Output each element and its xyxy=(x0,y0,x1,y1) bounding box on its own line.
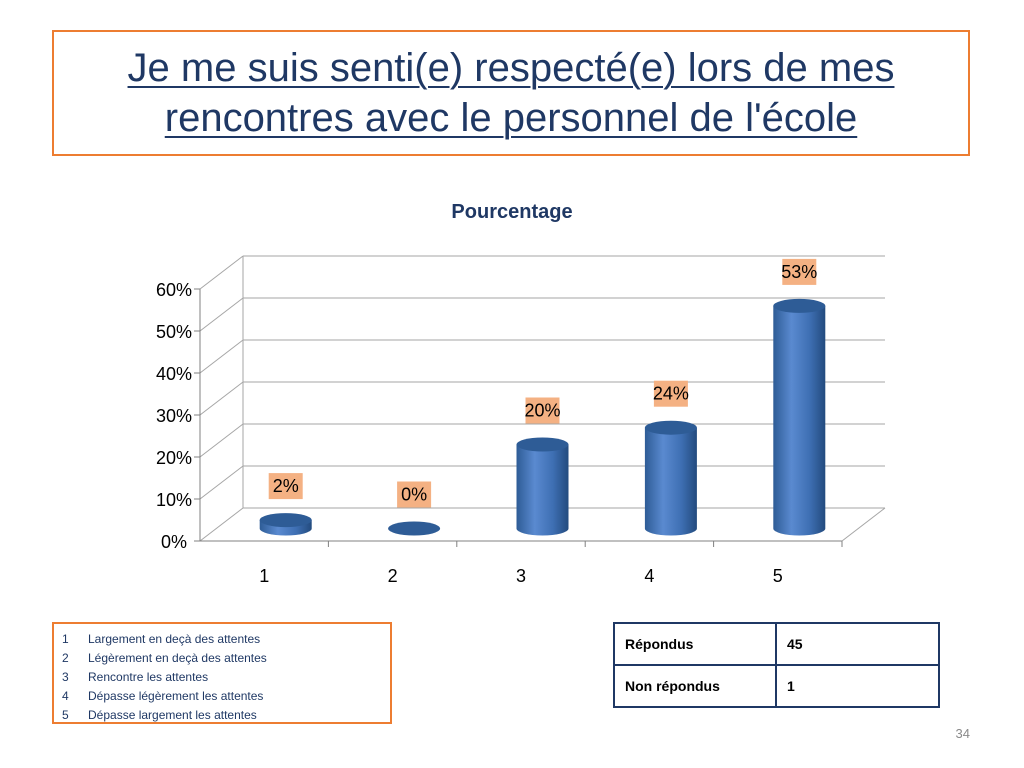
legend-item-label: Dépasse légèrement les attentes xyxy=(88,689,264,703)
bar-top xyxy=(773,298,826,313)
legend-item-number: 5 xyxy=(62,708,69,722)
data-label: 24% xyxy=(653,384,689,404)
data-label: 53% xyxy=(781,262,817,282)
legend-item-number: 1 xyxy=(62,632,69,646)
x-tick-label: 1 xyxy=(259,566,269,586)
chart-title: Pourcentage xyxy=(451,201,572,223)
legend-item-label: Légèrement en deçà des attentes xyxy=(88,651,267,665)
legend-box: 1 Largement en deçà des attentes 2 Légèr… xyxy=(52,622,392,724)
x-tick-label: 3 xyxy=(516,566,526,586)
gridline-depth xyxy=(199,507,244,542)
legend-item: 3 Rencontre les attentes xyxy=(62,668,382,687)
y-tick-label: 10% xyxy=(156,490,192,510)
bar xyxy=(644,420,697,536)
gridline-depth xyxy=(199,381,244,416)
bar xyxy=(259,513,312,536)
legend-item-label: Rencontre les attentes xyxy=(88,670,209,684)
legend-item: 5 Dépasse largement les attentes xyxy=(62,706,382,725)
slide-title: Je me suis senti(e) respecté(e) lors de … xyxy=(127,46,895,140)
stats-table: Répondus 45 Non répondus 1 xyxy=(613,622,940,708)
bar-body xyxy=(773,305,826,536)
legend-item-label: Dépasse largement les attentes xyxy=(88,708,257,722)
legend-item-number: 3 xyxy=(62,670,69,684)
y-tick-label: 20% xyxy=(156,448,192,468)
bar xyxy=(773,298,826,536)
y-tick-label: 0% xyxy=(161,532,187,552)
x-tick-label: 5 xyxy=(773,566,783,586)
x-tick-label: 4 xyxy=(644,566,654,586)
gridline-depth xyxy=(199,465,244,500)
gridline-depth xyxy=(199,339,244,374)
bar-body xyxy=(516,444,569,536)
y-tick-label: 40% xyxy=(156,364,192,384)
stats-label: Répondus xyxy=(613,622,777,666)
table-row: Répondus 45 xyxy=(613,622,940,666)
title-box: Je me suis senti(e) respecté(e) lors de … xyxy=(52,30,970,156)
data-label-bg xyxy=(525,397,560,424)
data-label: 0% xyxy=(401,485,427,505)
data-label: 20% xyxy=(524,401,560,421)
table-row: Non répondus 1 xyxy=(613,664,940,708)
gridline-depth xyxy=(199,297,244,332)
data-label-bg xyxy=(653,380,688,407)
bar-top xyxy=(259,513,312,528)
legend-item: 2 Légèrement en deçà des attentes xyxy=(62,649,382,668)
data-label-bg xyxy=(782,258,817,285)
floor-edge xyxy=(841,507,886,542)
bar-top xyxy=(644,420,697,435)
stats-value: 1 xyxy=(775,664,940,708)
stats-label: Non répondus xyxy=(613,664,777,708)
bar xyxy=(516,437,569,536)
bar xyxy=(388,521,441,536)
page-number: 34 xyxy=(955,726,970,741)
bar-top xyxy=(516,437,569,452)
x-tick-label: 2 xyxy=(388,566,398,586)
legend-item: 1 Largement en deçà des attentes xyxy=(62,630,382,649)
y-tick-label: 60% xyxy=(156,280,192,300)
legend-item-number: 2 xyxy=(62,651,69,665)
gridline-depth xyxy=(199,255,244,290)
legend-item: 4 Dépasse légèrement les attentes xyxy=(62,687,382,706)
legend-item-label: Largement en deçà des attentes xyxy=(88,632,261,646)
legend-item-number: 4 xyxy=(62,689,69,703)
gridline-depth xyxy=(199,423,244,458)
chart: Pourcentage 0% 10% 20% 30% 40% 50% 60% 1 2 3 4 5 2%… xyxy=(156,201,886,586)
data-label-bg xyxy=(397,481,432,508)
stats-value: 45 xyxy=(775,622,940,666)
data-label-bg xyxy=(268,473,303,500)
bar-top xyxy=(388,521,441,536)
y-tick-label: 50% xyxy=(156,322,192,342)
data-label: 2% xyxy=(273,476,299,496)
bar-body xyxy=(644,427,697,536)
y-tick-label: 30% xyxy=(156,406,192,426)
